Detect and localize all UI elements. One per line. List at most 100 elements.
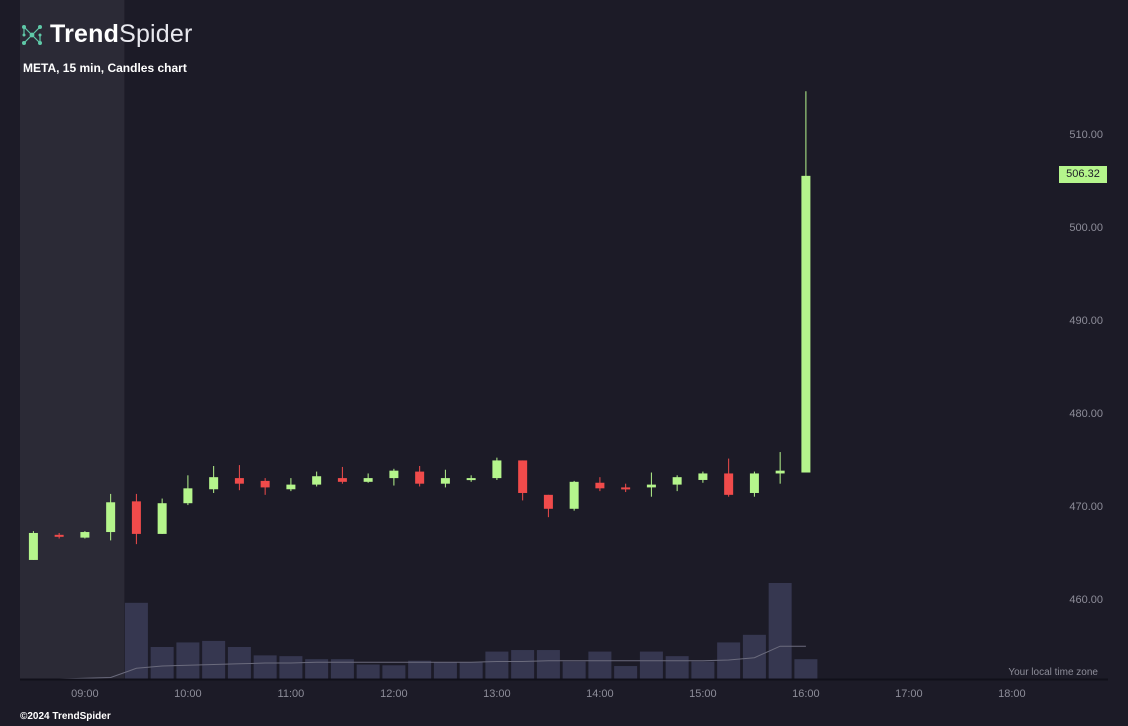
- candle: [131, 493, 141, 545]
- current-price-label: 506.32: [1059, 166, 1107, 183]
- volume-bar: [279, 656, 303, 679]
- candle: [389, 468, 399, 486]
- candle: [543, 494, 553, 518]
- volume-bar: [124, 602, 148, 679]
- candle-body: [749, 473, 759, 493]
- candle: [260, 478, 270, 495]
- candle-body: [106, 502, 116, 533]
- candle-body: [260, 480, 270, 488]
- y-tick-label: 460.00: [1069, 594, 1103, 606]
- volume-bar: [614, 666, 638, 679]
- volume-bar: [639, 651, 663, 679]
- volume-bar: [742, 634, 766, 679]
- candle-body: [698, 473, 708, 480]
- candle-body: [183, 488, 193, 504]
- candle-body: [389, 470, 399, 479]
- candle-body: [621, 487, 631, 490]
- copyright-text: ©2024 TrendSpider: [20, 711, 111, 722]
- candle: [698, 471, 708, 483]
- volume-bar: [691, 661, 715, 679]
- timezone-note: Your local time zone: [1008, 667, 1098, 678]
- candle-body: [466, 478, 476, 481]
- volume-bar: [665, 656, 689, 679]
- candle-body: [724, 473, 734, 495]
- volume-bar: [485, 651, 509, 679]
- x-tick-label: 09:00: [71, 688, 99, 700]
- x-tick-label: 15:00: [689, 688, 717, 700]
- candle-body: [595, 482, 605, 489]
- candle-body: [54, 534, 64, 537]
- volume-bar: [150, 647, 174, 679]
- premarket-shade: [20, 0, 125, 679]
- candle-body: [363, 478, 373, 482]
- y-tick-label: 490.00: [1069, 315, 1103, 327]
- candle-body: [157, 503, 167, 534]
- volume-bar: [202, 640, 226, 679]
- candle: [518, 460, 528, 501]
- volume-bar: [176, 642, 200, 679]
- y-tick-label: 510.00: [1069, 129, 1103, 141]
- network-nodes-icon: [22, 24, 42, 45]
- candle: [775, 452, 785, 484]
- candle: [209, 466, 219, 493]
- volume-bar: [227, 647, 251, 679]
- volume-bar: [768, 583, 792, 679]
- y-tick-label: 500.00: [1069, 222, 1103, 234]
- candle-body: [543, 494, 553, 509]
- candle-body: [440, 478, 450, 484]
- candle-body: [518, 460, 528, 493]
- volume-bar: [330, 659, 354, 679]
- candle: [28, 531, 38, 560]
- candle-body: [801, 175, 811, 473]
- volume-bar: [382, 665, 406, 679]
- brand-name: TrendSpider: [50, 20, 193, 48]
- candle: [80, 531, 90, 539]
- volume-bar: [459, 662, 483, 679]
- x-tick-label: 16:00: [792, 688, 820, 700]
- x-tick-label: 11:00: [278, 688, 305, 700]
- x-tick-label: 14:00: [586, 688, 614, 700]
- volume-bar: [408, 660, 432, 679]
- candle: [157, 498, 167, 534]
- x-tick-label: 18:00: [998, 688, 1026, 700]
- chart-subtitle: META, 15 min, Candles chart: [23, 61, 187, 75]
- volume-bar: [794, 659, 818, 679]
- x-axis-ticks: 09:00 10:00 11:00 12:00 13:00 14:00 15:00 16:00…: [71, 688, 1026, 700]
- candle-body: [131, 501, 141, 534]
- candle: [286, 478, 296, 492]
- candle-body: [492, 460, 502, 479]
- candle: [595, 477, 605, 492]
- volume-bar: [433, 662, 457, 679]
- candle-body: [80, 532, 90, 538]
- volume-average-line: [33, 645, 806, 680]
- candle-body: [28, 532, 38, 560]
- x-tick-label: 12:00: [380, 688, 408, 700]
- candle-body: [569, 481, 579, 509]
- candle: [466, 475, 476, 482]
- candle-body: [286, 484, 296, 490]
- candle: [672, 475, 682, 492]
- trendspider-logo[interactable]: TrendSpider: [20, 20, 193, 49]
- candle-body: [415, 471, 425, 484]
- candle: [801, 91, 811, 473]
- candle: [183, 475, 193, 506]
- volume-bar: [717, 642, 741, 679]
- x-tick-label: 17:00: [895, 688, 923, 700]
- candle: [337, 466, 347, 484]
- candle: [646, 472, 656, 497]
- candle: [492, 457, 502, 480]
- candle-body: [646, 484, 656, 488]
- volume-bar: [562, 661, 586, 679]
- candle-body: [775, 470, 785, 474]
- x-tick-label: 10:00: [174, 688, 202, 700]
- candles: [28, 91, 811, 560]
- candle: [724, 458, 734, 497]
- candle: [363, 473, 373, 483]
- candle: [54, 532, 64, 539]
- candle: [621, 483, 631, 493]
- candle: [415, 466, 425, 487]
- candle-body: [312, 476, 322, 485]
- y-tick-label: 470.00: [1069, 501, 1103, 513]
- candle-body: [337, 478, 347, 482]
